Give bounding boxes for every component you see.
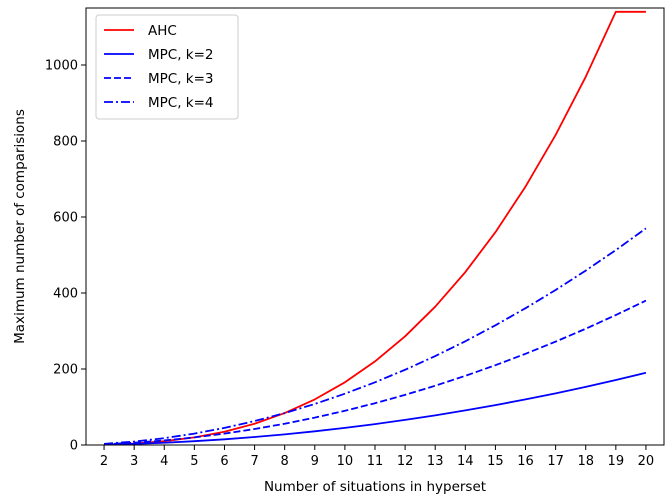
series-line-4 <box>103 227 647 445</box>
x-tick-label: 4 <box>160 454 168 469</box>
legend-label-1: AHC <box>148 23 177 39</box>
x-tick-label: 15 <box>487 454 504 469</box>
y-tick-label: 200 <box>53 363 78 378</box>
x-tick-label: 10 <box>337 454 354 469</box>
x-tick-label: 18 <box>577 454 594 469</box>
x-tick-label: 3 <box>130 454 138 469</box>
x-axis: 2 3 4 5 6 7 8 9 10 11 12 13 14 15 16 17 18 19 20 <box>100 445 654 469</box>
x-tick-label: 11 <box>367 454 384 469</box>
x-tick-label: 8 <box>281 454 289 469</box>
y-tick-label: 0 <box>70 439 78 454</box>
x-tick-label: 13 <box>427 454 444 469</box>
plot-frame <box>85 7 665 446</box>
y-tick-label: 400 <box>53 287 78 302</box>
x-tick-label: 16 <box>517 454 534 469</box>
x-tick-label: 6 <box>220 454 228 469</box>
x-tick-label: 17 <box>547 454 564 469</box>
legend-label-4: MPC, k=4 <box>148 95 214 111</box>
x-axis-label: Number of situations in hyperset <box>264 479 486 495</box>
x-tick-label: 12 <box>397 454 414 469</box>
legend-label-3: MPC, k=3 <box>148 71 214 87</box>
x-tick-label: 14 <box>457 454 474 469</box>
x-tick-label: 5 <box>190 454 198 469</box>
y-axis-label: Maximum number of comparisions <box>12 109 28 344</box>
legend-box <box>95 14 239 120</box>
series-line-2 <box>104 371 647 446</box>
y-tick-label: 1000 <box>45 59 78 74</box>
legend-label-2: MPC, k=2 <box>148 47 214 63</box>
x-tick-label: 20 <box>638 454 655 469</box>
y-tick-label: 600 <box>53 211 78 226</box>
x-tick-label: 7 <box>250 454 258 469</box>
x-tick-label: 19 <box>608 454 625 469</box>
legend: AHC MPC, k=2 MPC, k=3 MPC, k=4 <box>95 14 239 120</box>
x-tick-label: 2 <box>100 454 108 469</box>
y-tick-label: 800 <box>53 135 78 150</box>
axes-border <box>85 7 665 446</box>
series-line-3 <box>104 299 647 446</box>
y-axis: 0 200 400 600 800 1000 <box>45 59 86 454</box>
x-tick-label: 9 <box>311 454 319 469</box>
series-lines <box>103 10 647 446</box>
